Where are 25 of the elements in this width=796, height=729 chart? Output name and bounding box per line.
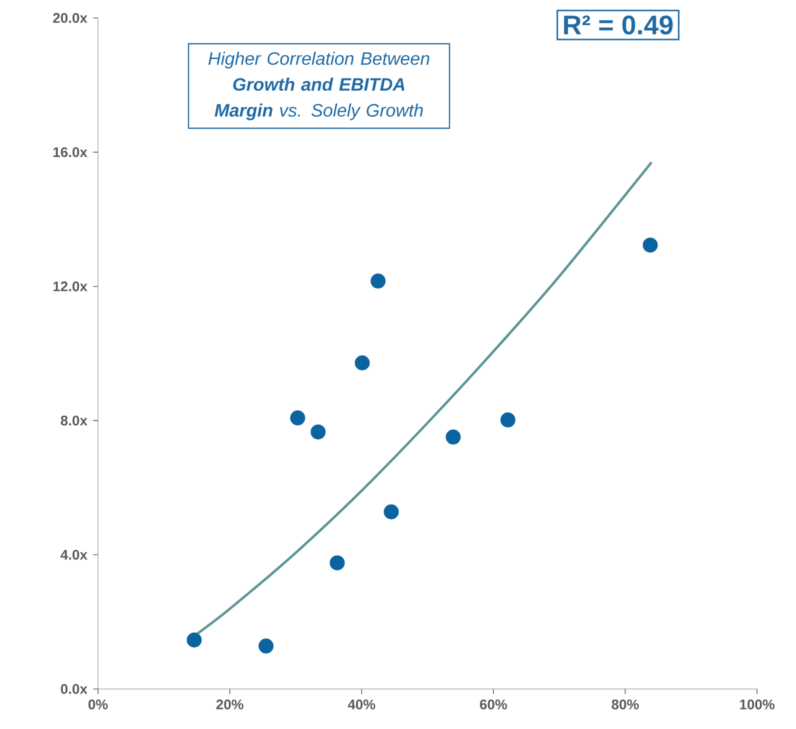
x-tick-label: 60% [480,699,507,710]
y-tick-label: 20.0x [53,13,88,23]
y-tick-label: 0.0x [60,684,88,694]
point [642,238,658,253]
point [186,632,202,648]
annotation: R² = 0.49 [564,15,673,35]
y-tick-label: 4.0x [60,550,88,560]
point [258,638,274,654]
point [310,424,326,440]
x-tick-label: 80% [612,699,639,710]
point [446,430,461,445]
point [370,274,386,289]
x-tick-label: 20% [216,699,244,710]
y-tick-label: 12.0x [53,281,88,292]
y-tick-label: 8.0x [60,416,88,426]
y-tick-label: 16.0x [53,147,88,158]
annotation: Higher Correlation Between Growth and EBITDA Margin vs. Solely Growth [208,52,430,120]
point [290,410,306,426]
x-tick-label: 100% [740,699,774,710]
point [354,355,370,370]
x-tick-label: 40% [348,699,376,710]
point [500,412,516,428]
point [330,555,345,570]
x-tick-label: 0% [88,699,108,710]
point [384,504,399,520]
